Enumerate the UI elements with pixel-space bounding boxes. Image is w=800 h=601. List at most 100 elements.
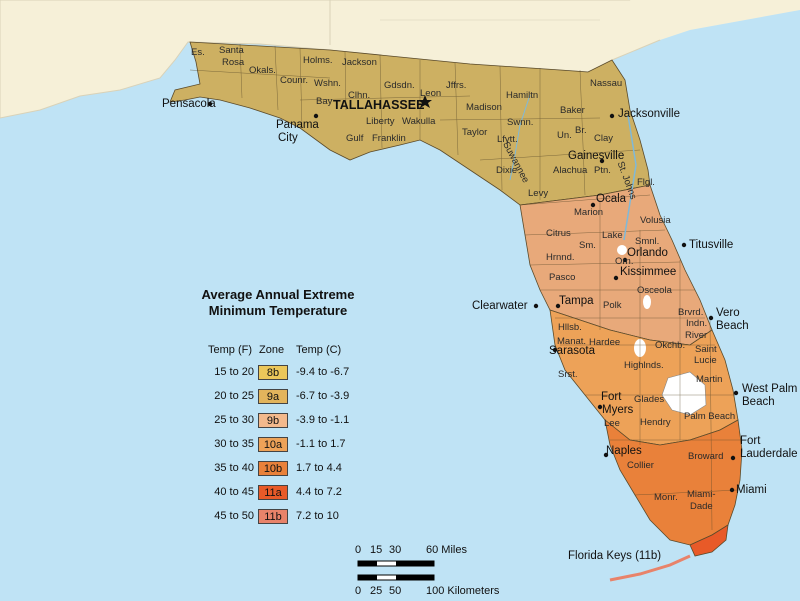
legend-temp-f: 30 to 35	[214, 438, 254, 450]
county-indn: Indn.	[686, 318, 708, 329]
city-orlando: Orlando	[627, 247, 668, 259]
county-levy: Levy	[528, 188, 549, 199]
county-taylor: Taylor	[462, 127, 488, 138]
legend-temp-c: 4.4 to 7.2	[296, 486, 342, 498]
legend-header-temp-c: Temp (C)	[296, 344, 342, 356]
county-brvrd: Brvrd.	[678, 307, 704, 318]
county-saint: Saint	[695, 344, 717, 355]
county-madison: Madison	[466, 102, 502, 113]
county-hardee: Hardee	[589, 337, 621, 348]
county-orn: Orn.	[615, 256, 634, 267]
county-jackson: Jackson	[342, 57, 377, 68]
scale-km-0: 0	[355, 585, 362, 597]
county-swnn: Swnn.	[507, 117, 534, 128]
legend-title-line2: Minimum Temperature	[208, 303, 348, 318]
legend-temp-c: 7.2 to 10	[296, 510, 339, 522]
legend-zone-swatch: 10b	[258, 461, 288, 476]
legend-temp-c: -3.9 to -1.1	[296, 414, 350, 426]
legend-temp-c: -9.4 to -6.7	[296, 366, 350, 378]
lake-small-2	[643, 295, 651, 309]
county-okals: Okals.	[249, 65, 276, 76]
legend-title: Average Annual Extreme Minimum Temperatu…	[178, 287, 378, 319]
county-liberty: Liberty	[366, 116, 395, 127]
city-jacksonville: Jacksonville	[618, 108, 680, 120]
county-lucie: Lucie	[694, 355, 717, 366]
county-dade: Dade	[690, 501, 713, 512]
city-vero-beach: Beach	[716, 320, 749, 332]
county-boundaries	[189, 43, 740, 531]
legend-zone-swatch: 11b	[258, 509, 288, 524]
lake-okeechobee	[661, 371, 707, 416]
city-clearwater: Clearwater	[472, 300, 528, 312]
county-polk: Polk	[603, 300, 622, 311]
county-wakulla: Wakulla	[402, 116, 436, 127]
county-palm-beach: Palm Beach	[684, 411, 736, 422]
city-panama: Panama	[276, 119, 319, 131]
county-rosa: Rosa	[222, 57, 245, 68]
county-hamiltn: Hamiltn	[506, 90, 539, 101]
legend-temp-f: 20 to 25	[214, 390, 254, 402]
legend-zone-swatch: 8b	[258, 365, 288, 380]
county-citrus: Citrus	[546, 228, 571, 239]
county-nassau: Nassau	[590, 78, 623, 89]
legend-temp-f: 35 to 40	[214, 462, 254, 474]
legend-temp-c: -6.7 to -3.9	[296, 390, 350, 402]
lake-small-1	[617, 245, 627, 255]
county-counr: Counr.	[280, 75, 308, 86]
florida-keys-zone	[689, 524, 729, 557]
county-broward: Broward	[688, 451, 724, 462]
city-sarasota: Sarasota	[549, 345, 596, 357]
legend-temp-f: 45 to 50	[214, 510, 254, 522]
county-smnl: Smnl.	[635, 236, 660, 247]
city-fort-myers-fort: Fort	[601, 391, 622, 403]
county-collier: Collier	[627, 460, 654, 471]
legend-header-zone: Zone	[259, 344, 285, 356]
city-tallahassee: TALLAHASSEE	[333, 98, 425, 112]
county-hendry: Hendry	[640, 417, 671, 428]
county-hllsb: Hllsb.	[558, 322, 582, 333]
county-srst: Srst.	[558, 369, 578, 380]
legend-zone-swatch: 9a	[258, 389, 288, 404]
city-vero: Vero	[716, 307, 740, 319]
city-west-palm-beach: Beach	[742, 396, 775, 408]
legend-header-temp-f: Temp (F)	[208, 344, 252, 356]
county-gulf: Gulf	[346, 133, 364, 144]
county-santa: Santa	[219, 45, 244, 56]
county-lake: Lake	[602, 230, 623, 241]
county-franklin: Franklin	[372, 133, 406, 144]
county-highlnds: Highlnds.	[624, 360, 664, 371]
county-clay: Clay	[594, 133, 614, 144]
scale-km-50: 50	[389, 585, 402, 597]
legend-temp-c: 1.7 to 4.4	[296, 462, 342, 474]
county-lee: Lee	[604, 418, 620, 429]
legend-zone-swatch: 9b	[258, 413, 288, 428]
county-baker: Baker	[560, 105, 585, 116]
county-glades: Glades	[634, 394, 665, 405]
city-pensacola: Pensacola	[162, 98, 216, 110]
city-panama-city: City	[278, 132, 298, 144]
county-leon: Leon	[420, 88, 442, 99]
county-gdsdn: Gdsdn.	[384, 80, 415, 91]
scale-km-100: 100 Kilometers	[426, 585, 500, 597]
legend-title-line1: Average Annual Extreme	[201, 287, 355, 302]
county-clhn: Clhn.	[348, 90, 371, 101]
capital-star-icon	[418, 95, 432, 108]
county-lfytt: Lfytt.	[497, 134, 518, 145]
city-miami: Miami	[736, 484, 767, 496]
county-wshn: Wshn.	[314, 78, 341, 89]
county-un: Un.	[557, 130, 572, 141]
county-monr: Monr.	[654, 492, 678, 503]
city-titusville: Titusville	[689, 239, 734, 251]
city-fort-myers: Myers	[602, 404, 634, 416]
county-hrnnd: Hrnnd.	[546, 252, 575, 263]
legend-temp-c: -1.1 to 1.7	[296, 438, 346, 450]
city-markers	[207, 101, 739, 493]
county-marion: Marion	[574, 207, 604, 218]
florida-keys-label: Florida Keys (11b)	[568, 550, 662, 562]
scale-km-25: 25	[370, 585, 383, 597]
county-ptn: Ptn.	[594, 165, 611, 176]
city-ocala: Ocala	[596, 193, 627, 205]
florida-south-zone	[604, 419, 743, 546]
legend-zone-swatch: 11a	[258, 485, 288, 500]
